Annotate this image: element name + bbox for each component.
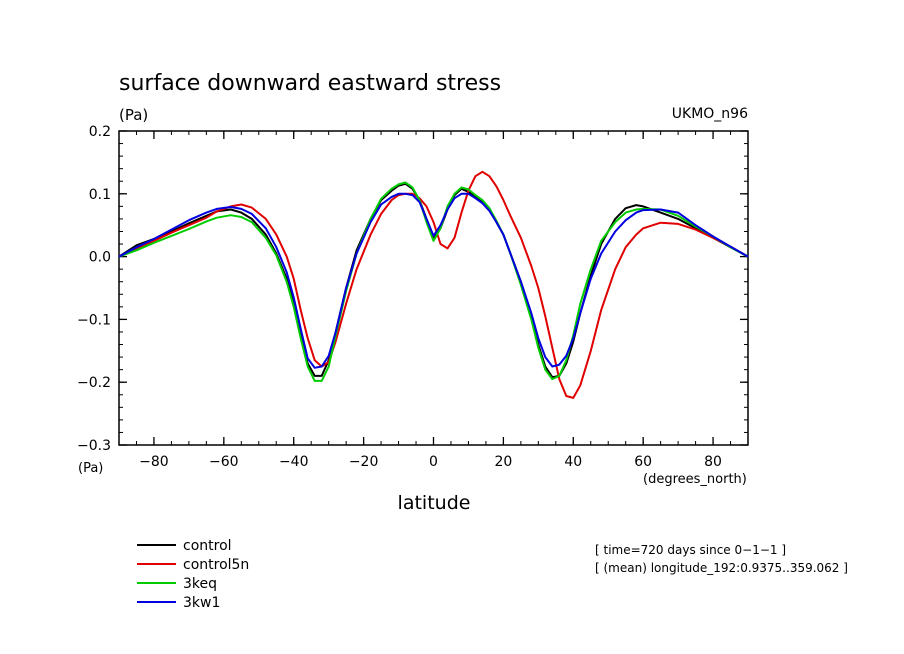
minor-ticks [118,130,749,446]
x-tick-label: 0 [429,454,438,470]
series-line-3keq [118,181,749,382]
x-tick-label: −40 [279,454,309,470]
chart-title: surface downward eastward stress [119,71,501,96]
x-tick-label: 80 [704,454,722,470]
x-tick-label: 40 [564,454,582,470]
x-tick-label: 20 [494,454,512,470]
series-line-3kw1 [118,192,749,369]
y-units-bottom: (Pa) [78,461,103,476]
y-tick-label: 0.2 [89,124,111,140]
series-lines [118,170,749,399]
y-tick-label: 0.1 [89,187,111,203]
legend-label-3keq: 3keq [183,576,217,592]
legend-label-3kw1: 3kw1 [183,595,220,611]
x-tick-labels: −80 −60 −40 −20 0 20 40 60 80 [139,454,722,470]
x-tick-label: 60 [634,454,652,470]
model-label: UKMO_n96 [672,106,748,122]
x-tick-marks [153,131,714,445]
y-tick-marks [119,130,748,446]
x-tick-label: −60 [209,454,239,470]
y-tick-labels: −0.3 −0.2 −0.1 0.0 0.1 0.2 [77,124,111,454]
plot-frame [118,130,749,446]
series-line-control5n [118,170,749,399]
x-axis-label: latitude [398,492,471,514]
legend-label-control5n: control5n [183,557,249,573]
x-tick-label: −80 [139,454,169,470]
y-units-top: (Pa) [119,106,148,124]
y-tick-label: −0.2 [77,375,111,391]
x-units: (degrees_north) [643,472,747,487]
y-tick-label: −0.3 [77,438,111,454]
y-tick-label: −0.1 [77,312,111,328]
y-tick-label: 0.0 [89,250,111,266]
x-tick-label: −20 [349,454,379,470]
legend: control control5n 3keq 3kw1 [137,538,249,611]
plot-area [118,130,749,446]
info-line-time: [ time=720 days since 0−1−1 ] [595,543,786,557]
legend-label-control: control [183,538,232,554]
info-line-longitude: [ (mean) longitude_192:0.9375..359.062 ] [595,561,848,575]
